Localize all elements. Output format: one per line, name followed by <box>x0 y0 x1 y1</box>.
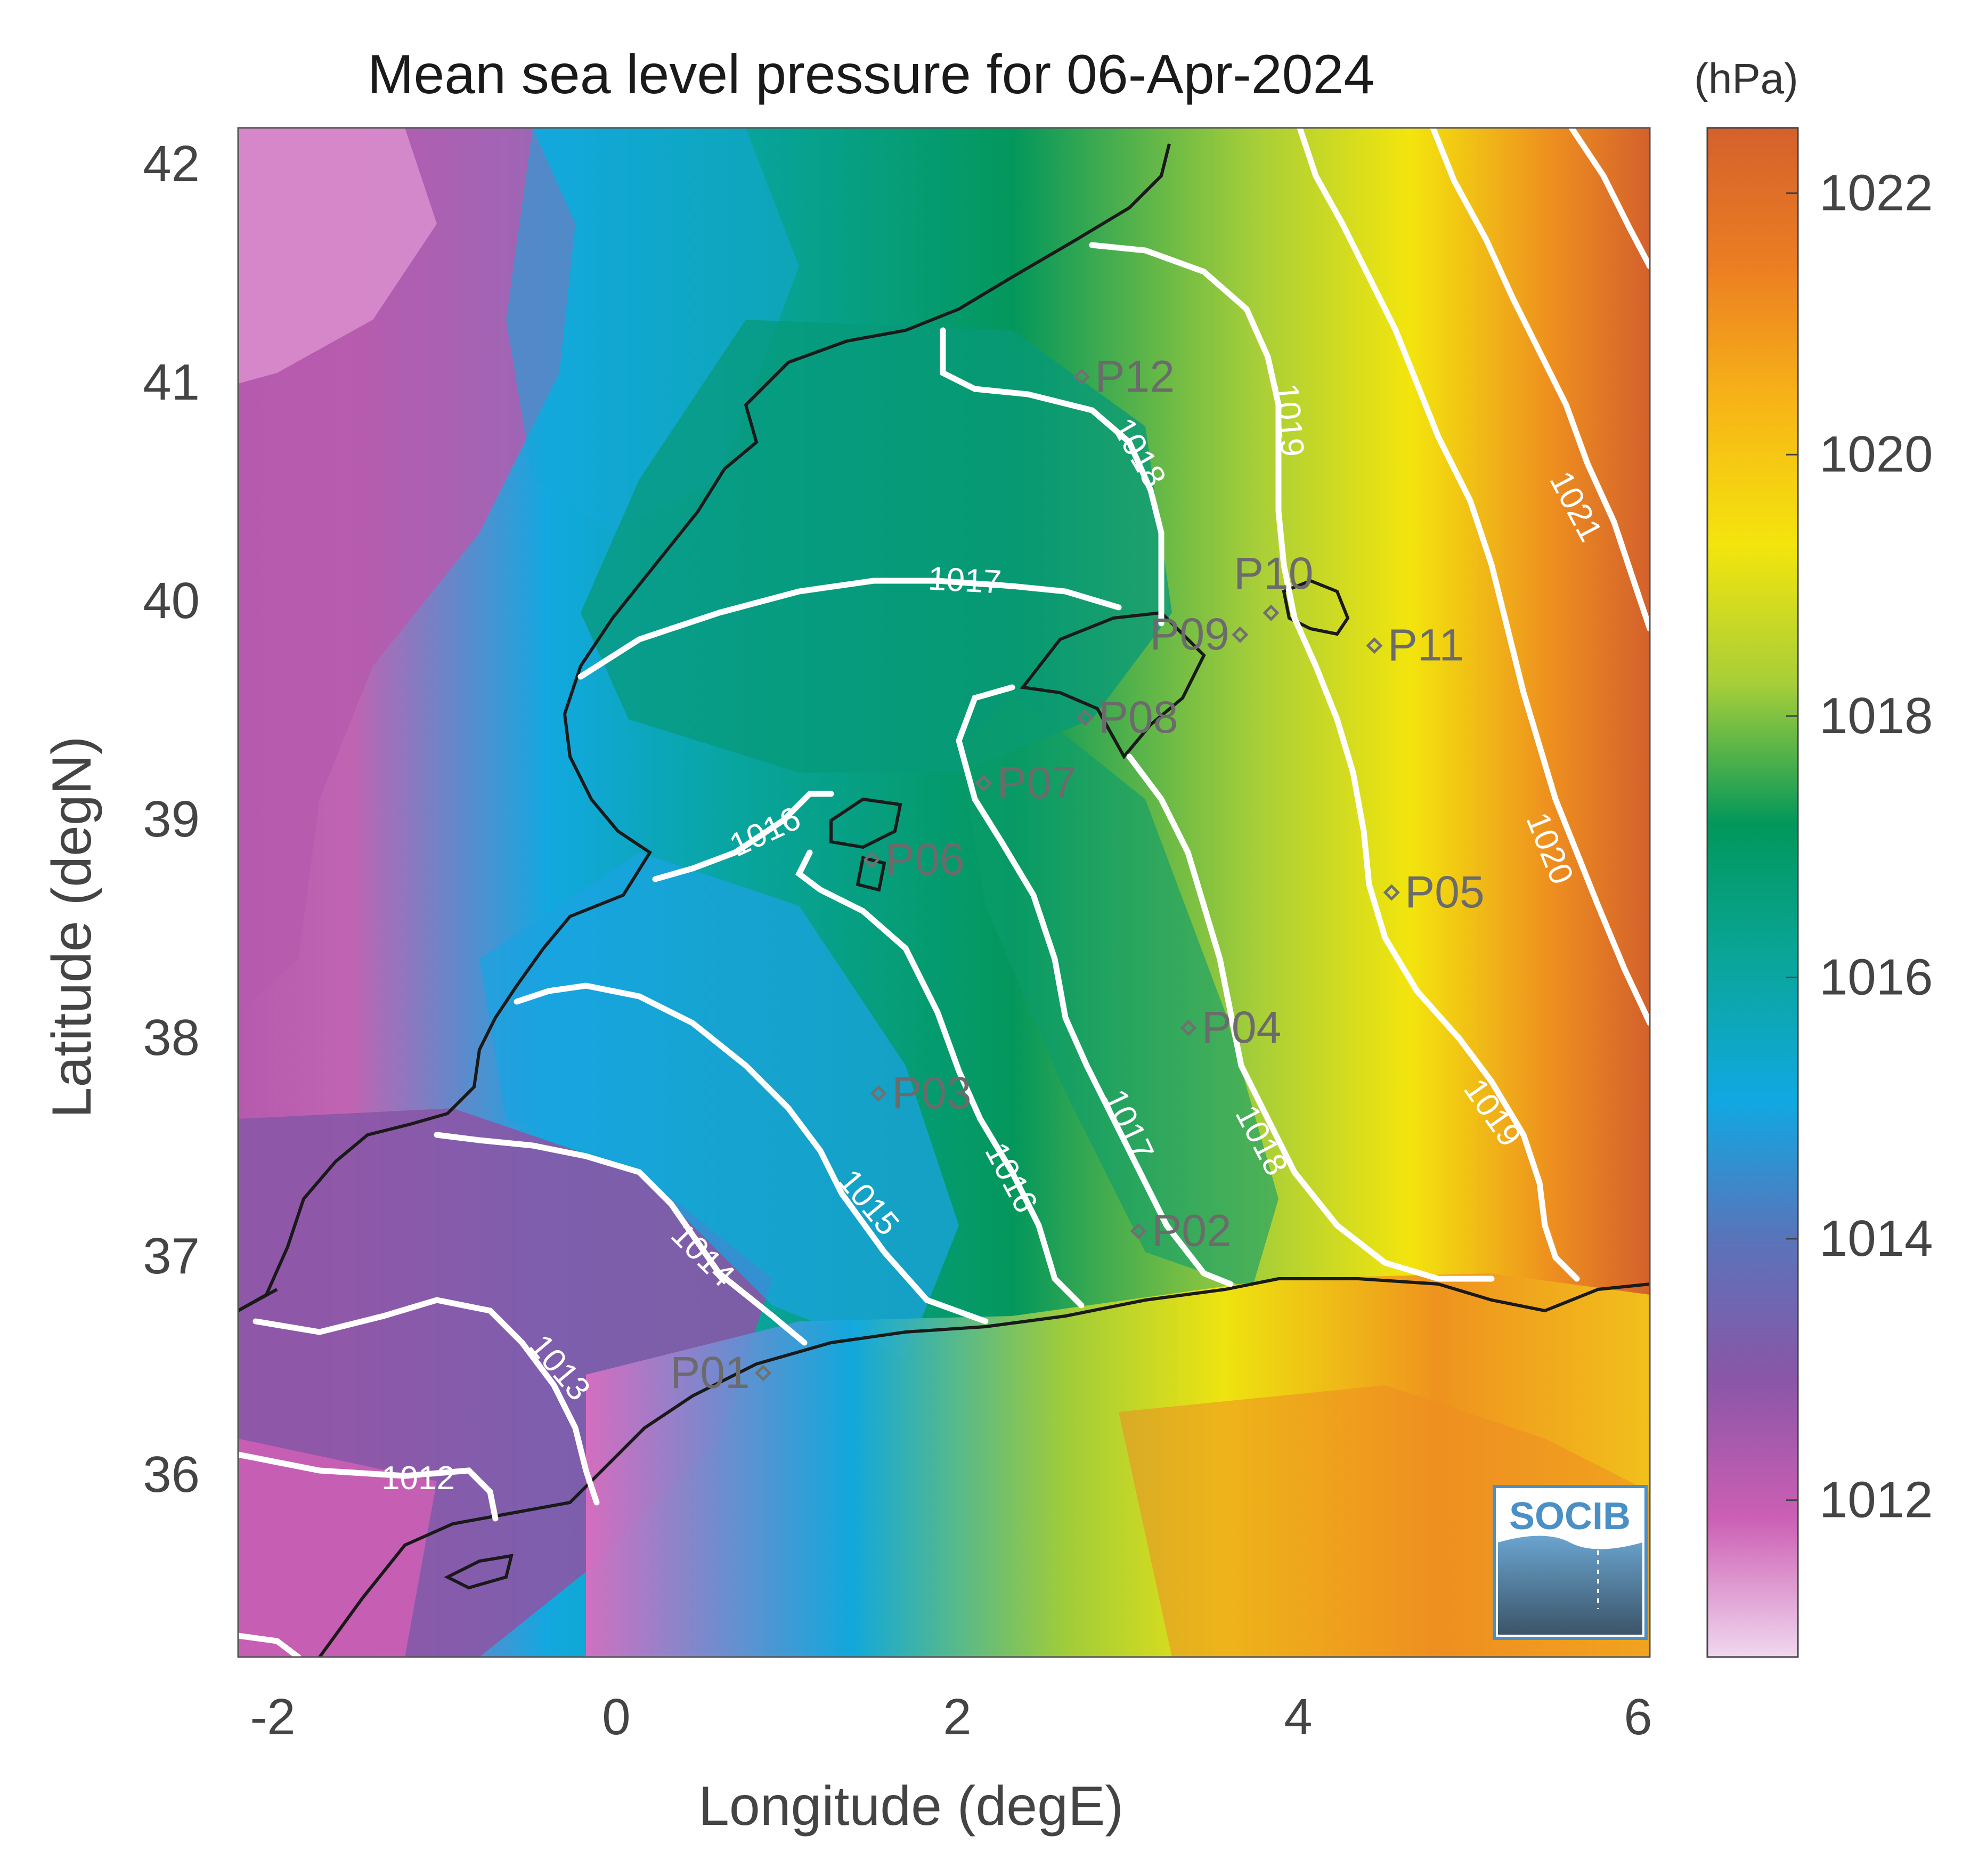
station-marker-p11 <box>1366 637 1383 654</box>
field-cyan <box>479 852 959 1359</box>
isobar-1022 <box>1568 128 1650 270</box>
isobar-label: 1019 <box>1268 382 1311 458</box>
isobar-1016-a <box>652 791 834 882</box>
station-label-p04: P04 <box>1202 1002 1281 1052</box>
isobar-1020 <box>1297 128 1650 1026</box>
y-tick-label: 39 <box>143 791 200 848</box>
field-green-sea <box>581 320 1172 773</box>
x-tick-label: 2 <box>943 1688 971 1745</box>
y-tick-label: 42 <box>143 135 200 192</box>
station-label-p09: P09 <box>1150 609 1229 659</box>
station-marker-p03 <box>870 1085 887 1102</box>
isobar-1014 <box>434 1132 808 1346</box>
colorbar-tick-label: 1022 <box>1819 165 1933 222</box>
colorbar-tick-label: 1020 <box>1819 426 1933 483</box>
coastline-ibiza <box>829 797 902 849</box>
station-marker-p06 <box>863 851 880 868</box>
logo-wave <box>1498 1536 1642 1635</box>
x-tick-label: 6 <box>1624 1688 1652 1745</box>
isobar-1018-b <box>1126 753 1495 1282</box>
field-low-west <box>238 128 575 1012</box>
station-label-p10: P10 <box>1234 548 1313 598</box>
coastline-africa <box>318 1277 1650 1657</box>
station-label-p12: P12 <box>1095 351 1175 401</box>
coastline-islet <box>444 1554 514 1590</box>
colorbar-ticks: 1012 1014 1016 1018 1020 1022 <box>1786 165 1933 1529</box>
station-label-p08: P08 <box>1098 692 1178 742</box>
y-tick-label: 38 <box>143 1009 200 1066</box>
station-label-p07: P07 <box>997 758 1076 808</box>
colorbar-tick-label: 1018 <box>1819 687 1933 744</box>
station-marker-p12 <box>1073 368 1090 385</box>
y-axis-ticks: 36 37 38 39 40 41 42 <box>143 135 200 1503</box>
x-tick-label: 4 <box>1284 1688 1312 1745</box>
map-frame <box>237 127 1651 1658</box>
field-low-nw <box>238 128 437 384</box>
y-tick-label: 41 <box>143 354 200 411</box>
x-axis-ticks: -2 0 2 4 6 <box>250 1688 1652 1745</box>
logo-text: SOCIB <box>1509 1495 1631 1538</box>
station-marker-p02 <box>1130 1222 1147 1240</box>
isobar-label: 1012 <box>381 1460 455 1497</box>
y-tick-label: 37 <box>143 1228 200 1285</box>
coastlines <box>238 143 1650 1657</box>
field-pink-sw <box>238 1439 437 1657</box>
station-marker-p10 <box>1263 604 1280 621</box>
colorbar: 1012 1014 1016 1018 1020 1022 (hPa) <box>1694 55 1933 1658</box>
station-label-p06: P06 <box>885 834 964 884</box>
isobar-1017-b <box>956 684 1234 1287</box>
station-label-p05: P05 <box>1405 867 1484 917</box>
colorbar-tick-label: 1012 <box>1819 1472 1933 1529</box>
socib-logo: SOCIB <box>1493 1485 1648 1640</box>
isobar-1012 <box>238 1451 499 1522</box>
x-tick-label: -2 <box>250 1688 295 1745</box>
station-marker-p09 <box>1232 626 1249 643</box>
isobar-1016-b <box>795 849 1085 1309</box>
station-label-p01: P01 <box>670 1347 750 1398</box>
station-marker-p04 <box>1180 1019 1197 1036</box>
x-axis-label: Longitude (degE) <box>698 1775 1123 1837</box>
station-label-p02: P02 <box>1152 1206 1231 1256</box>
station-marker-p01 <box>755 1365 772 1382</box>
isobar-1017-a <box>577 578 1122 680</box>
colorbar-unit: (hPa) <box>1694 55 1798 102</box>
isobars <box>238 128 1650 1657</box>
isobar-1015 <box>514 982 989 1325</box>
station-label-p03: P03 <box>892 1068 971 1118</box>
y-tick-label: 40 <box>143 572 200 629</box>
y-tick-label: 36 <box>143 1446 200 1503</box>
station-marker-p08 <box>1077 709 1094 726</box>
isobar-1021 <box>1430 128 1650 632</box>
coastline-iberia-end <box>238 1288 278 1312</box>
station-marker-p07 <box>975 775 992 792</box>
coastline-mallorca <box>1020 611 1206 760</box>
y-axis-label: Latitude (degN) <box>41 736 103 1118</box>
field-green-band <box>959 693 1278 1289</box>
isobar-1013 <box>253 1297 600 1506</box>
coastline-iberia <box>238 143 1171 1312</box>
colorbar-tick-label: 1014 <box>1819 1210 1933 1267</box>
map-title: Mean sea level pressure for 06-Apr-2024 <box>368 44 1374 105</box>
colorbar-tick-label: 1016 <box>1819 948 1933 1005</box>
isobar-1019 <box>1089 242 1580 1282</box>
isobar-1012-b <box>238 1633 302 1657</box>
colorbar-bar <box>1706 127 1799 1658</box>
isobar-label: 1017 <box>927 560 1002 600</box>
isobar-1018-a <box>940 327 1164 627</box>
x-tick-label: 0 <box>602 1688 630 1745</box>
station-label-p11: P11 <box>1388 620 1464 670</box>
station-marker-p05 <box>1383 884 1400 901</box>
